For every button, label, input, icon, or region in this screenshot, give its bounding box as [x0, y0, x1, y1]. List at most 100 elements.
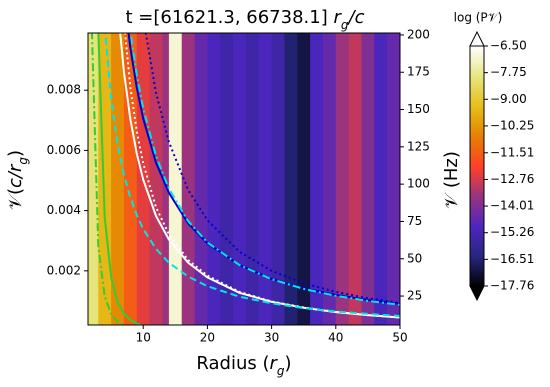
colorbar-segment — [470, 102, 484, 105]
colorbar-tick-label: −14.01 — [490, 199, 534, 213]
colorbar-tick-label: −6.50 — [490, 39, 527, 53]
colorbar-segment — [470, 240, 484, 243]
colorbar-segment — [470, 74, 484, 77]
heatmap-cell — [123, 33, 138, 325]
colorbar-segment — [470, 82, 484, 85]
colorbar-segment — [470, 128, 484, 131]
colorbar-segment — [470, 282, 484, 285]
colorbar-segment — [470, 88, 484, 91]
colorbar-segment — [470, 184, 484, 187]
y2-tick-label: 150 — [407, 102, 430, 116]
colorbar-segment — [470, 100, 484, 103]
colorbar-segment — [470, 138, 484, 141]
colorbar-segment — [470, 218, 484, 221]
colorbar-segment — [470, 64, 484, 67]
colorbar-segment — [470, 264, 484, 267]
heatmap-cell — [348, 33, 362, 325]
x-tick-label: 20 — [200, 331, 215, 345]
colorbar-segment — [470, 238, 484, 241]
colorbar-segment — [470, 168, 484, 171]
colorbar-segment — [470, 246, 484, 249]
colorbar-tick-label: −11.51 — [490, 145, 534, 159]
colorbar-segment — [470, 210, 484, 213]
heatmap — [88, 33, 400, 325]
colorbar-segment — [470, 176, 484, 179]
colorbar-segment — [470, 204, 484, 207]
colorbar-tick-label: −9.00 — [490, 92, 527, 106]
colorbar-segment — [470, 280, 484, 283]
plot-frame — [87, 32, 401, 326]
colorbar-segment — [470, 104, 484, 107]
colorbar-segment — [470, 244, 484, 247]
colorbar-segment — [470, 262, 484, 265]
heatmap-cell — [149, 33, 163, 325]
colorbar-segment — [470, 252, 484, 255]
colorbar-segment — [470, 158, 484, 161]
label-text: r — [270, 353, 279, 374]
heatmap-cell — [374, 33, 388, 325]
colorbar-segment — [470, 214, 484, 217]
colorbar-segment — [470, 258, 484, 261]
heatmap-cell — [387, 33, 400, 325]
colorbar-segment — [470, 272, 484, 275]
colorbar-segment — [470, 166, 484, 169]
colorbar-segment — [470, 248, 484, 251]
colorbar-segment — [470, 276, 484, 279]
colorbar-segment — [470, 232, 484, 235]
colorbar-tick-label: −15.26 — [490, 225, 534, 239]
heatmap-cell — [168, 33, 183, 325]
colorbar-segment — [470, 106, 484, 109]
y-tick-label: 0.004 — [47, 203, 81, 217]
x-tick-label: 30 — [264, 331, 279, 345]
heatmap-cell — [245, 33, 260, 325]
label-text: ) — [285, 353, 292, 374]
heatmap-cell — [194, 33, 208, 325]
colorbar-segment — [470, 136, 484, 139]
colorbar-segment — [470, 266, 484, 269]
colorbar-segment — [470, 202, 484, 205]
curve — [119, 33, 400, 319]
colorbar-segment — [470, 188, 484, 191]
colorbar-segment — [470, 212, 484, 215]
colorbar-tick-label: −16.51 — [490, 252, 534, 266]
colorbar-segment — [470, 86, 484, 89]
colorbar-segment — [470, 148, 484, 151]
colorbar-segment — [470, 260, 484, 263]
colorbar-frame — [469, 45, 485, 287]
colorbar-segment — [470, 58, 484, 61]
colorbar-segment — [470, 220, 484, 223]
curve — [129, 33, 400, 306]
colorbar-segment — [470, 78, 484, 81]
colorbar-segment — [470, 174, 484, 177]
heatmap-cell — [335, 33, 350, 325]
colorbar-segment — [470, 90, 484, 93]
colorbar-segment — [470, 274, 484, 277]
colorbar-segment — [470, 144, 484, 147]
colorbar-segment — [470, 242, 484, 245]
colorbar-label: log (P𝒱) — [454, 11, 503, 25]
colorbar-segment — [470, 50, 484, 53]
colorbar-segment — [470, 68, 484, 71]
label-text: 𝒱( — [5, 188, 26, 210]
label-text: ) — [5, 150, 26, 157]
colorbar-segment — [470, 178, 484, 181]
heatmap-cell — [220, 33, 234, 325]
colorbar-segment — [470, 48, 484, 51]
y2-tick-label: 100 — [407, 177, 430, 191]
x-tick-label: 10 — [136, 331, 151, 345]
colorbar-segment — [470, 114, 484, 117]
colorbar-segment — [470, 160, 484, 163]
colorbar-segment — [470, 52, 484, 55]
colorbar-segment — [470, 112, 484, 115]
colorbar-segment — [470, 254, 484, 257]
colorbar-tick-label: −10.25 — [490, 118, 534, 132]
colorbar-segment — [470, 116, 484, 119]
colorbar-segment — [470, 120, 484, 123]
colorbar-segment — [470, 270, 484, 273]
colorbar-segment — [470, 54, 484, 57]
heatmap-cell — [207, 33, 221, 325]
y2-tick-label: 125 — [407, 139, 430, 153]
colorbar-segment — [470, 268, 484, 271]
label-text: g — [16, 157, 30, 165]
